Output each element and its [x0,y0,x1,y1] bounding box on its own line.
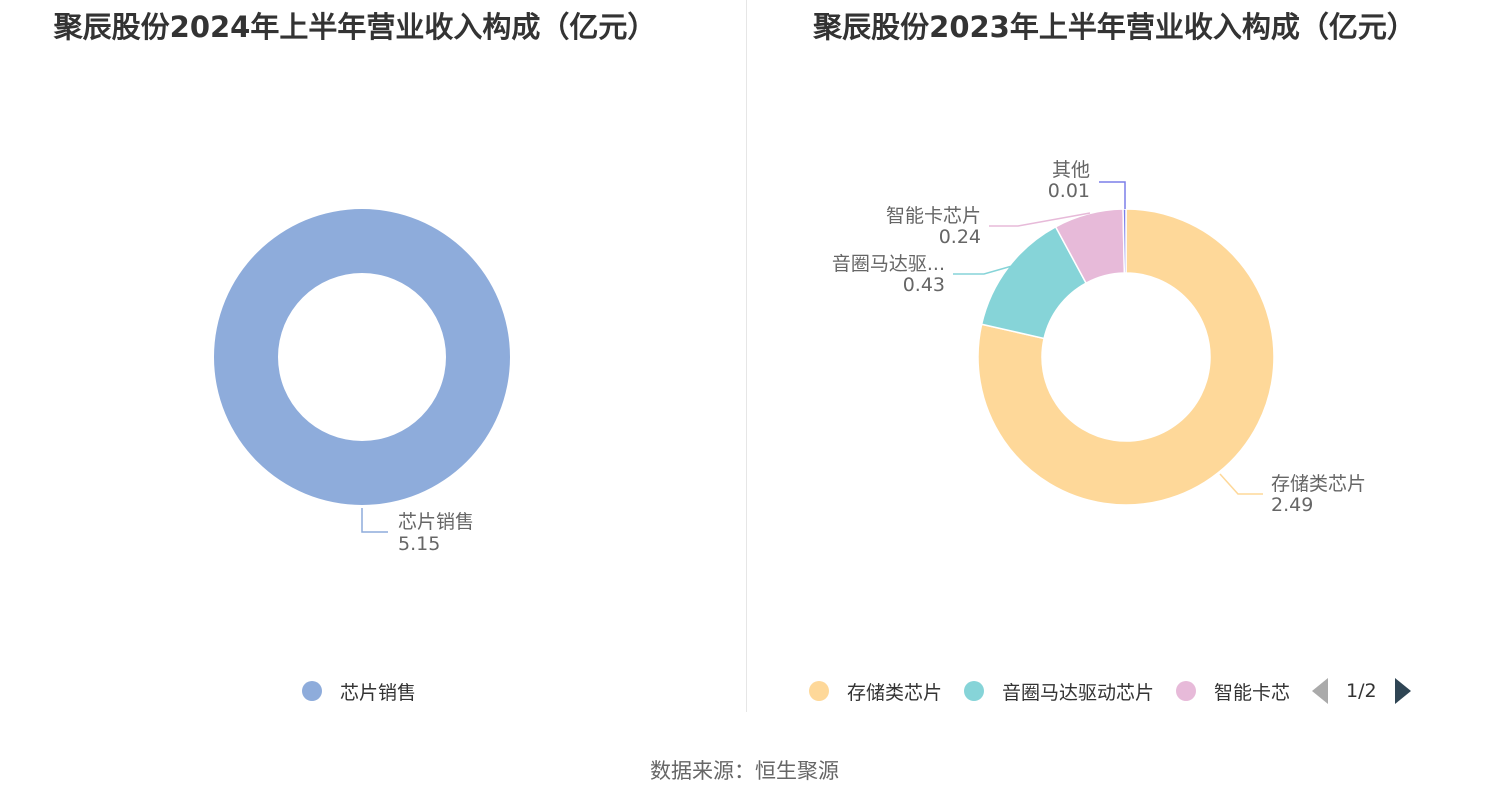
chart-2024-panel: 聚辰股份2024年上半年营业收入构成（亿元） 芯片销售 5.15 芯片销售 [0,0,746,720]
legend-label: 智能卡芯 [1214,681,1291,704]
legend-marker [302,681,322,701]
legend-prev-page-icon[interactable] [1312,678,1329,704]
slice-name-label: 其他 [1052,159,1090,181]
legend-page-indicator: 1/2 [1346,680,1377,702]
chart-2023-legend: 存储类芯片 音圈马达驱动芯片 智能卡芯 1/2 [809,676,1411,706]
chart-2023-panel: 聚辰股份2023年上半年营业收入构成（亿元） 存储类芯片 2.49 音圈马达驱...… [748,0,1489,720]
legend-marker [1176,681,1197,701]
slice-value-label: 5.15 [398,533,440,555]
data-source-note: 数据来源：恒生聚源 [650,759,839,783]
chart-2023-title: 聚辰股份2023年上半年营业收入构成（亿元） [813,10,1416,44]
legend-label: 存储类芯片 [847,681,943,704]
slice-value-label: 2.49 [1271,494,1313,516]
slice-name-label: 芯片销售 [398,511,474,533]
legend-item-smart-card-chip[interactable]: 智能卡芯 [1176,678,1290,705]
chart-2024-title: 聚辰股份2024年上半年营业收入构成（亿元） [53,10,657,44]
slice-name-label: 音圈马达驱... [832,253,945,275]
slice-name-label: 存储类芯片 [1271,473,1366,495]
legend-next-page-icon[interactable] [1394,678,1411,704]
label-leader-line [989,212,1091,227]
legend-marker [964,681,985,701]
chart-2024-legend: 芯片销售 [302,676,438,706]
donut-slice-3[interactable] [1122,208,1127,274]
donut-slice-0[interactable] [214,209,510,505]
legend-pager: 1/2 [1312,678,1411,704]
panel-divider [746,0,747,712]
legend-item-vcm-driver-chip[interactable]: 音圈马达驱动芯片 [964,678,1154,705]
donut-slice-0[interactable] [977,208,1275,506]
legend-label: 芯片销售 [340,681,417,704]
slice-value-label: 0.43 [903,274,945,296]
slice-value-label: 0.24 [939,226,981,248]
legend-marker [809,681,829,701]
legend-label: 音圈马达驱动芯片 [1002,681,1155,704]
label-leader-line [1219,473,1263,495]
slice-value-label: 0.01 [1048,180,1090,202]
slice-name-label: 智能卡芯片 [886,205,981,227]
legend-item-storage-chip[interactable]: 存储类芯片 [809,678,942,705]
label-leader-line [1099,181,1126,209]
label-leader-line [953,265,1013,275]
legend-item-chip-sales[interactable]: 芯片销售 [302,678,416,705]
label-leader-line [361,508,388,533]
